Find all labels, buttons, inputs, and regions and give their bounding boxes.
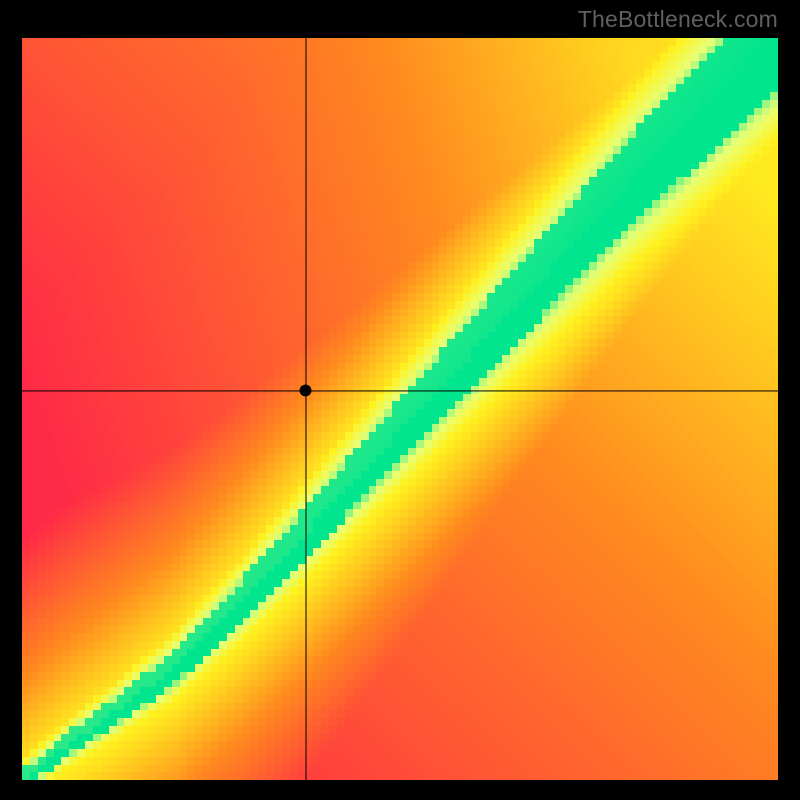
bottleneck-heatmap xyxy=(22,38,778,780)
watermark-text: TheBottleneck.com xyxy=(578,6,778,33)
